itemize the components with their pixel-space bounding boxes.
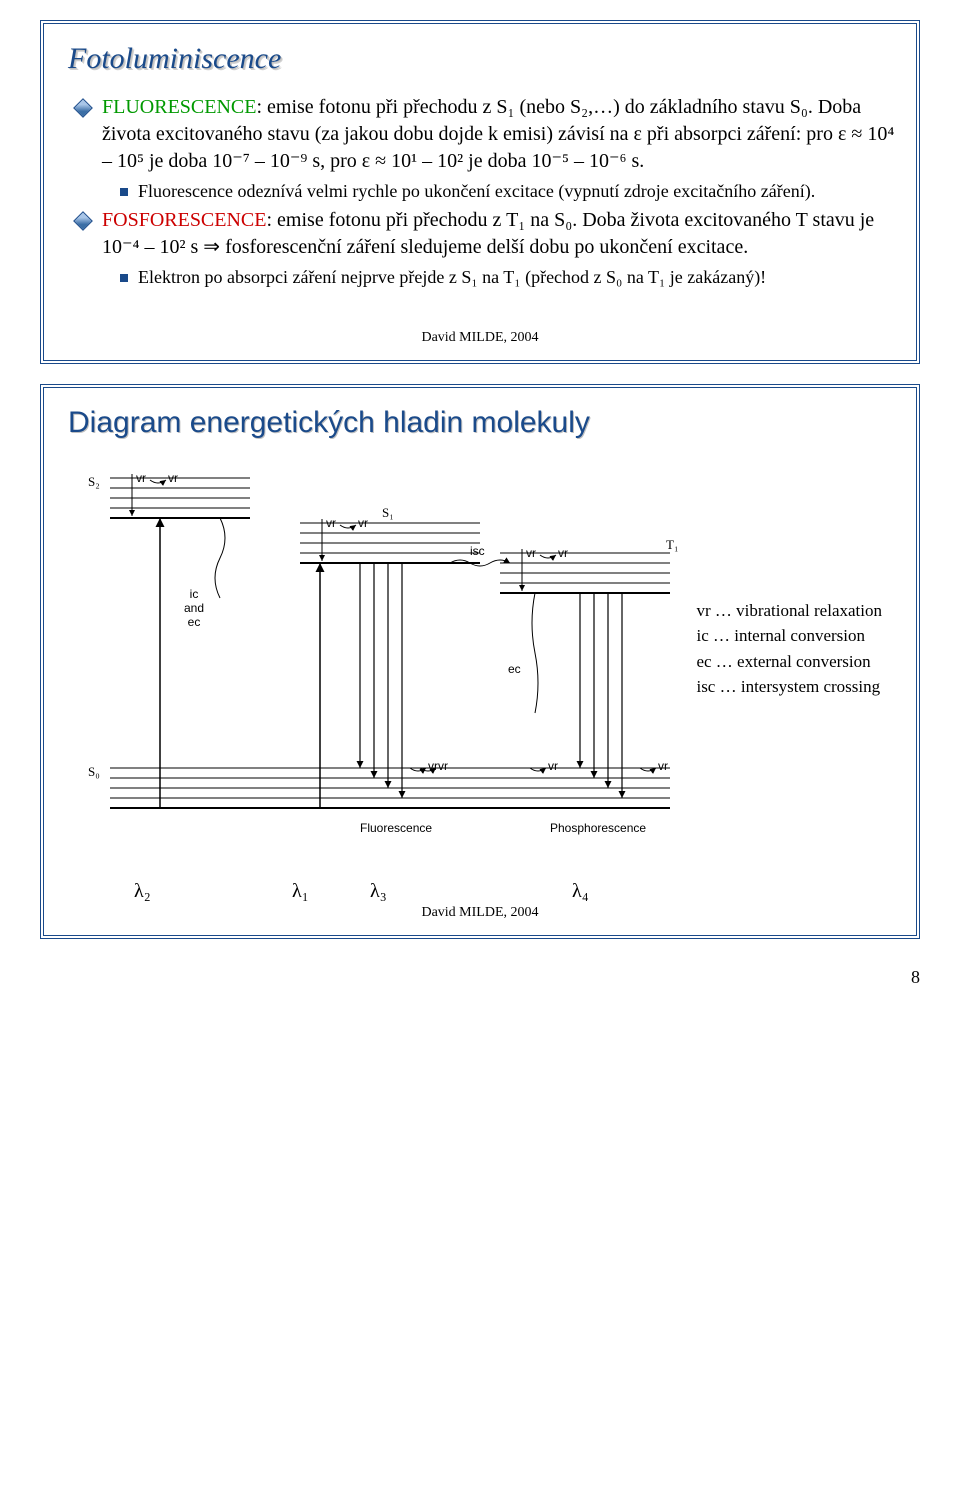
- svg-text:vr: vr: [548, 759, 558, 773]
- legend-isc: isc … intersystem crossing: [696, 674, 882, 700]
- svg-text:ic: ic: [190, 587, 199, 601]
- svg-text:S₂: S₂: [88, 474, 100, 489]
- svg-text:ec: ec: [508, 662, 521, 676]
- svg-text:Fluorescence: Fluorescence: [360, 821, 432, 835]
- slide2-title: Diagram energetických hladin molekuly: [68, 406, 898, 440]
- svg-text:and: and: [184, 601, 204, 615]
- slide-title: Fotoluminiscence: [68, 42, 898, 76]
- diamond-icon: [73, 211, 93, 231]
- svg-text:vr: vr: [168, 471, 178, 485]
- svg-text:T₁: T₁: [666, 537, 678, 552]
- lambda-row: λ₂ λ₁ λ₃ λ₄: [62, 880, 898, 903]
- slide-fotoluminiscence: Fotoluminiscence FLUORESCENCE: emise fot…: [40, 20, 920, 364]
- slide-diagram: Diagram energetických hladin molekuly S₂…: [40, 384, 920, 939]
- page-number: 8: [0, 959, 960, 1008]
- legend-ec: ec … external conversion: [696, 649, 882, 675]
- svg-text:Phosphorescence: Phosphorescence: [550, 821, 646, 835]
- legend-ic: ic … internal conversion: [696, 623, 882, 649]
- bullet-fluorescence: FLUORESCENCE: emise fotonu při přechodu …: [76, 94, 898, 175]
- svg-text:vr: vr: [428, 759, 438, 773]
- svg-text:vr: vr: [326, 516, 336, 530]
- diagram-legend: vr … vibrational relaxation ic … interna…: [696, 598, 882, 700]
- sub1-text: Fluorescence odeznívá velmi rychle po uk…: [138, 179, 815, 203]
- svg-text:vr: vr: [438, 759, 448, 773]
- fosforescence-lead: FOSFORESCENCE: [102, 209, 267, 231]
- lambda-2: λ₂: [134, 880, 292, 903]
- bullet-fosforescence: FOSFORESCENCE: emise fotonu při přechodu…: [76, 207, 898, 261]
- square-icon: [120, 274, 128, 282]
- diamond-icon: [73, 98, 93, 118]
- svg-text:S₁: S₁: [382, 505, 394, 520]
- svg-text:vr: vr: [136, 471, 146, 485]
- fosforescence-paragraph: FOSFORESCENCE: emise fotonu při přechodu…: [102, 207, 898, 261]
- svg-text:ec: ec: [188, 615, 201, 629]
- svg-text:vr: vr: [526, 546, 536, 560]
- sub2-text: Elektron po absorpci záření nejprve přej…: [138, 265, 766, 289]
- lambda-3: λ₃: [370, 880, 572, 903]
- lambda-1: λ₁: [292, 880, 370, 903]
- svg-text:vr: vr: [658, 759, 668, 773]
- slide-footer: David MILDE, 2004: [62, 330, 898, 346]
- svg-text:vr: vr: [558, 546, 568, 560]
- fluorescence-lead: FLUORESCENCE: [102, 96, 256, 118]
- square-icon: [120, 188, 128, 196]
- sub-bullet-1: Fluorescence odeznívá velmi rychle po uk…: [120, 179, 898, 203]
- svg-text:S₀: S₀: [88, 764, 100, 779]
- lambda-4: λ₄: [572, 880, 589, 903]
- svg-text:isc: isc: [470, 544, 485, 558]
- energy-level-diagram: S₂S₁T₁S₀vrvrvrvrvrvricandeciscFluorescen…: [70, 458, 890, 878]
- svg-text:vr: vr: [358, 516, 368, 530]
- slide-body: FLUORESCENCE: emise fotonu při přechodu …: [76, 94, 898, 290]
- slide2-footer: David MILDE, 2004: [62, 905, 898, 921]
- fluorescence-paragraph: FLUORESCENCE: emise fotonu při přechodu …: [102, 94, 898, 175]
- legend-vr: vr … vibrational relaxation: [696, 598, 882, 624]
- sub-bullet-2: Elektron po absorpci záření nejprve přej…: [120, 265, 898, 289]
